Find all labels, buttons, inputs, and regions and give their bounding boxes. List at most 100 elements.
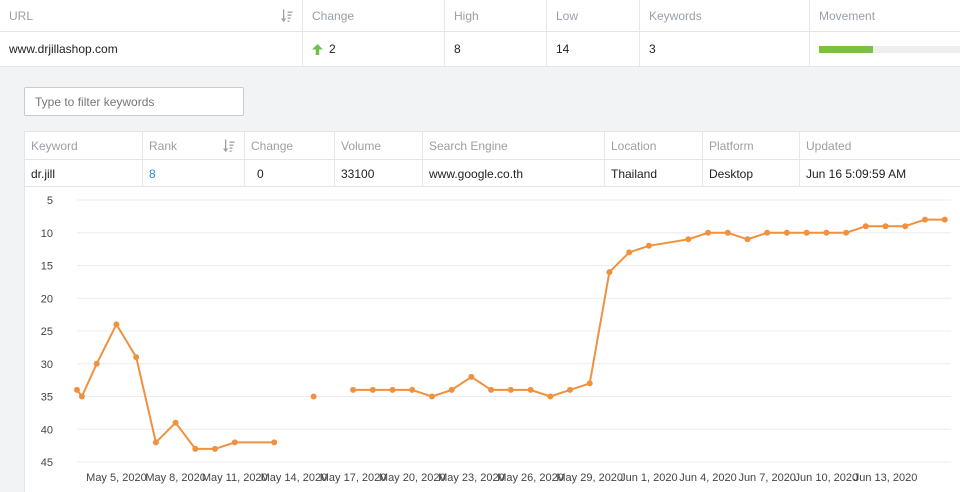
rank-data-point[interactable] [409,386,416,393]
rank-data-point[interactable] [172,419,179,426]
url-column-header[interactable]: URL [0,0,303,31]
rank-data-point[interactable] [724,229,731,236]
rank-data-point[interactable] [705,229,711,236]
rank-data-point[interactable] [645,242,652,249]
rank-data-point[interactable] [212,445,218,452]
url-cell[interactable]: www.drjillashop.com [0,32,303,66]
y-tick-label: 40 [41,424,53,436]
platform-value: Desktop [709,166,754,181]
updated-column-header[interactable]: Updated [800,132,960,159]
kw-change-cell: 0 [245,160,335,187]
url-table-row[interactable]: www.drjillashop.com 2 8 14 3 [0,32,960,66]
x-tick-label: May 11, 2020 [202,472,268,484]
movement-column-header[interactable]: Movement [810,0,960,31]
platform-header-label: Platform [709,138,754,153]
rank-data-point[interactable] [547,393,554,400]
volume-column-header[interactable]: Volume [335,132,423,159]
updated-value: Jun 16 5:09:59 AM [806,166,907,181]
rank-data-point[interactable] [922,216,928,223]
rank-data-point[interactable] [192,445,199,452]
rank-data-point[interactable] [448,386,455,393]
rank-data-point[interactable] [882,223,889,230]
rank-data-point[interactable] [606,269,613,276]
location-column-header[interactable]: Location [605,132,703,159]
keyword-value: dr.jill [31,166,56,181]
keywords-header-label: Keywords [649,8,702,23]
volume-value: 33100 [341,166,375,181]
rank-line-segment [353,218,945,398]
rank-data-point[interactable] [823,229,830,236]
high-header-label: High [454,8,479,23]
rank-data-point[interactable] [93,360,100,367]
rank-data-point[interactable] [803,229,810,236]
rank-data-point[interactable] [350,386,357,393]
x-tick-label: May 8, 2020 [145,472,206,484]
location-header-label: Location [611,138,657,153]
change-column-header[interactable]: Change [303,0,445,31]
rank-data-point[interactable] [567,386,573,393]
rank-data-point[interactable] [744,236,751,243]
rank-data-point[interactable] [527,386,534,393]
rank-link[interactable]: 8 [149,166,156,181]
rank-data-point[interactable] [586,380,593,387]
keywords-column-header[interactable]: Keywords [640,0,810,31]
rank-data-point[interactable] [369,386,376,393]
platform-cell: Desktop [703,160,800,187]
x-tick-label: May 17, 2020 [320,472,387,484]
high-column-header[interactable]: High [445,0,547,31]
low-cell: 14 [547,32,640,66]
search-engine-column-header[interactable]: Search Engine [423,132,605,159]
x-tick-label: May 20, 2020 [379,472,446,484]
keyword-column-header[interactable]: Keyword [25,132,143,159]
search-engine-cell: www.google.co.th [423,160,605,187]
rank-data-point[interactable] [862,223,869,230]
rank-data-point[interactable] [429,393,435,400]
x-tick-label: Jun 10, 2020 [795,472,859,484]
volume-header-label: Volume [341,138,382,153]
high-value: 8 [454,42,461,56]
rank-data-point[interactable] [902,223,909,230]
rank-data-point[interactable] [941,216,948,223]
rank-data-point[interactable] [78,393,85,400]
rank-data-point[interactable] [310,393,317,400]
x-tick-label: May 5, 2020 [86,472,147,484]
rank-data-point[interactable] [231,439,238,446]
change-header-label: Change [312,8,355,23]
x-tick-label: May 23, 2020 [438,472,505,484]
rank-data-point[interactable] [783,229,790,236]
sort-icon[interactable] [223,139,235,152]
rank-cell[interactable]: 8 [143,160,245,187]
rank-data-point[interactable] [685,236,692,243]
kw-change-column-header[interactable]: Change [245,132,335,159]
keywords-value: 3 [649,42,656,56]
x-tick-label: Jun 1, 2020 [620,472,678,484]
rank-column-header[interactable]: Rank [143,132,245,159]
keyword-table: Keyword Rank Change Volume Search Engine… [24,131,960,187]
sort-icon[interactable] [281,9,293,22]
keyword-table-row[interactable]: dr.jill 8 0 33100 www.google.co.th Thail… [25,160,960,187]
keyword-filter-input[interactable] [24,87,244,116]
rank-data-point[interactable] [133,354,140,361]
search-engine-header-label: Search Engine [429,138,508,153]
rank-line-segment [76,323,275,450]
rank-data-point[interactable] [843,229,850,236]
rank-data-point[interactable] [389,386,396,393]
updated-cell: Jun 16 5:09:59 AM [800,160,960,187]
rank-data-point[interactable] [507,386,514,393]
low-column-header[interactable]: Low [547,0,640,31]
rank-data-point[interactable] [488,386,495,393]
rank-data-point[interactable] [74,386,80,393]
x-tick-label: May 29, 2020 [556,472,623,484]
rank-data-point[interactable] [271,439,278,446]
rank-history-chart: 5 10 15 20 25 30 35 40 45 May 5, 2020 May 8, 2020 M… [24,187,960,492]
platform-column-header[interactable]: Platform [703,132,800,159]
rank-data-point[interactable] [764,229,771,236]
y-tick-label: 5 [47,195,53,207]
y-tick-label: 45 [41,457,53,469]
rank-data-point[interactable] [152,439,159,446]
rank-data-point[interactable] [626,249,633,256]
rank-data-point[interactable] [468,373,475,380]
change-value: 2 [329,42,336,56]
rank-data-point[interactable] [113,321,120,328]
